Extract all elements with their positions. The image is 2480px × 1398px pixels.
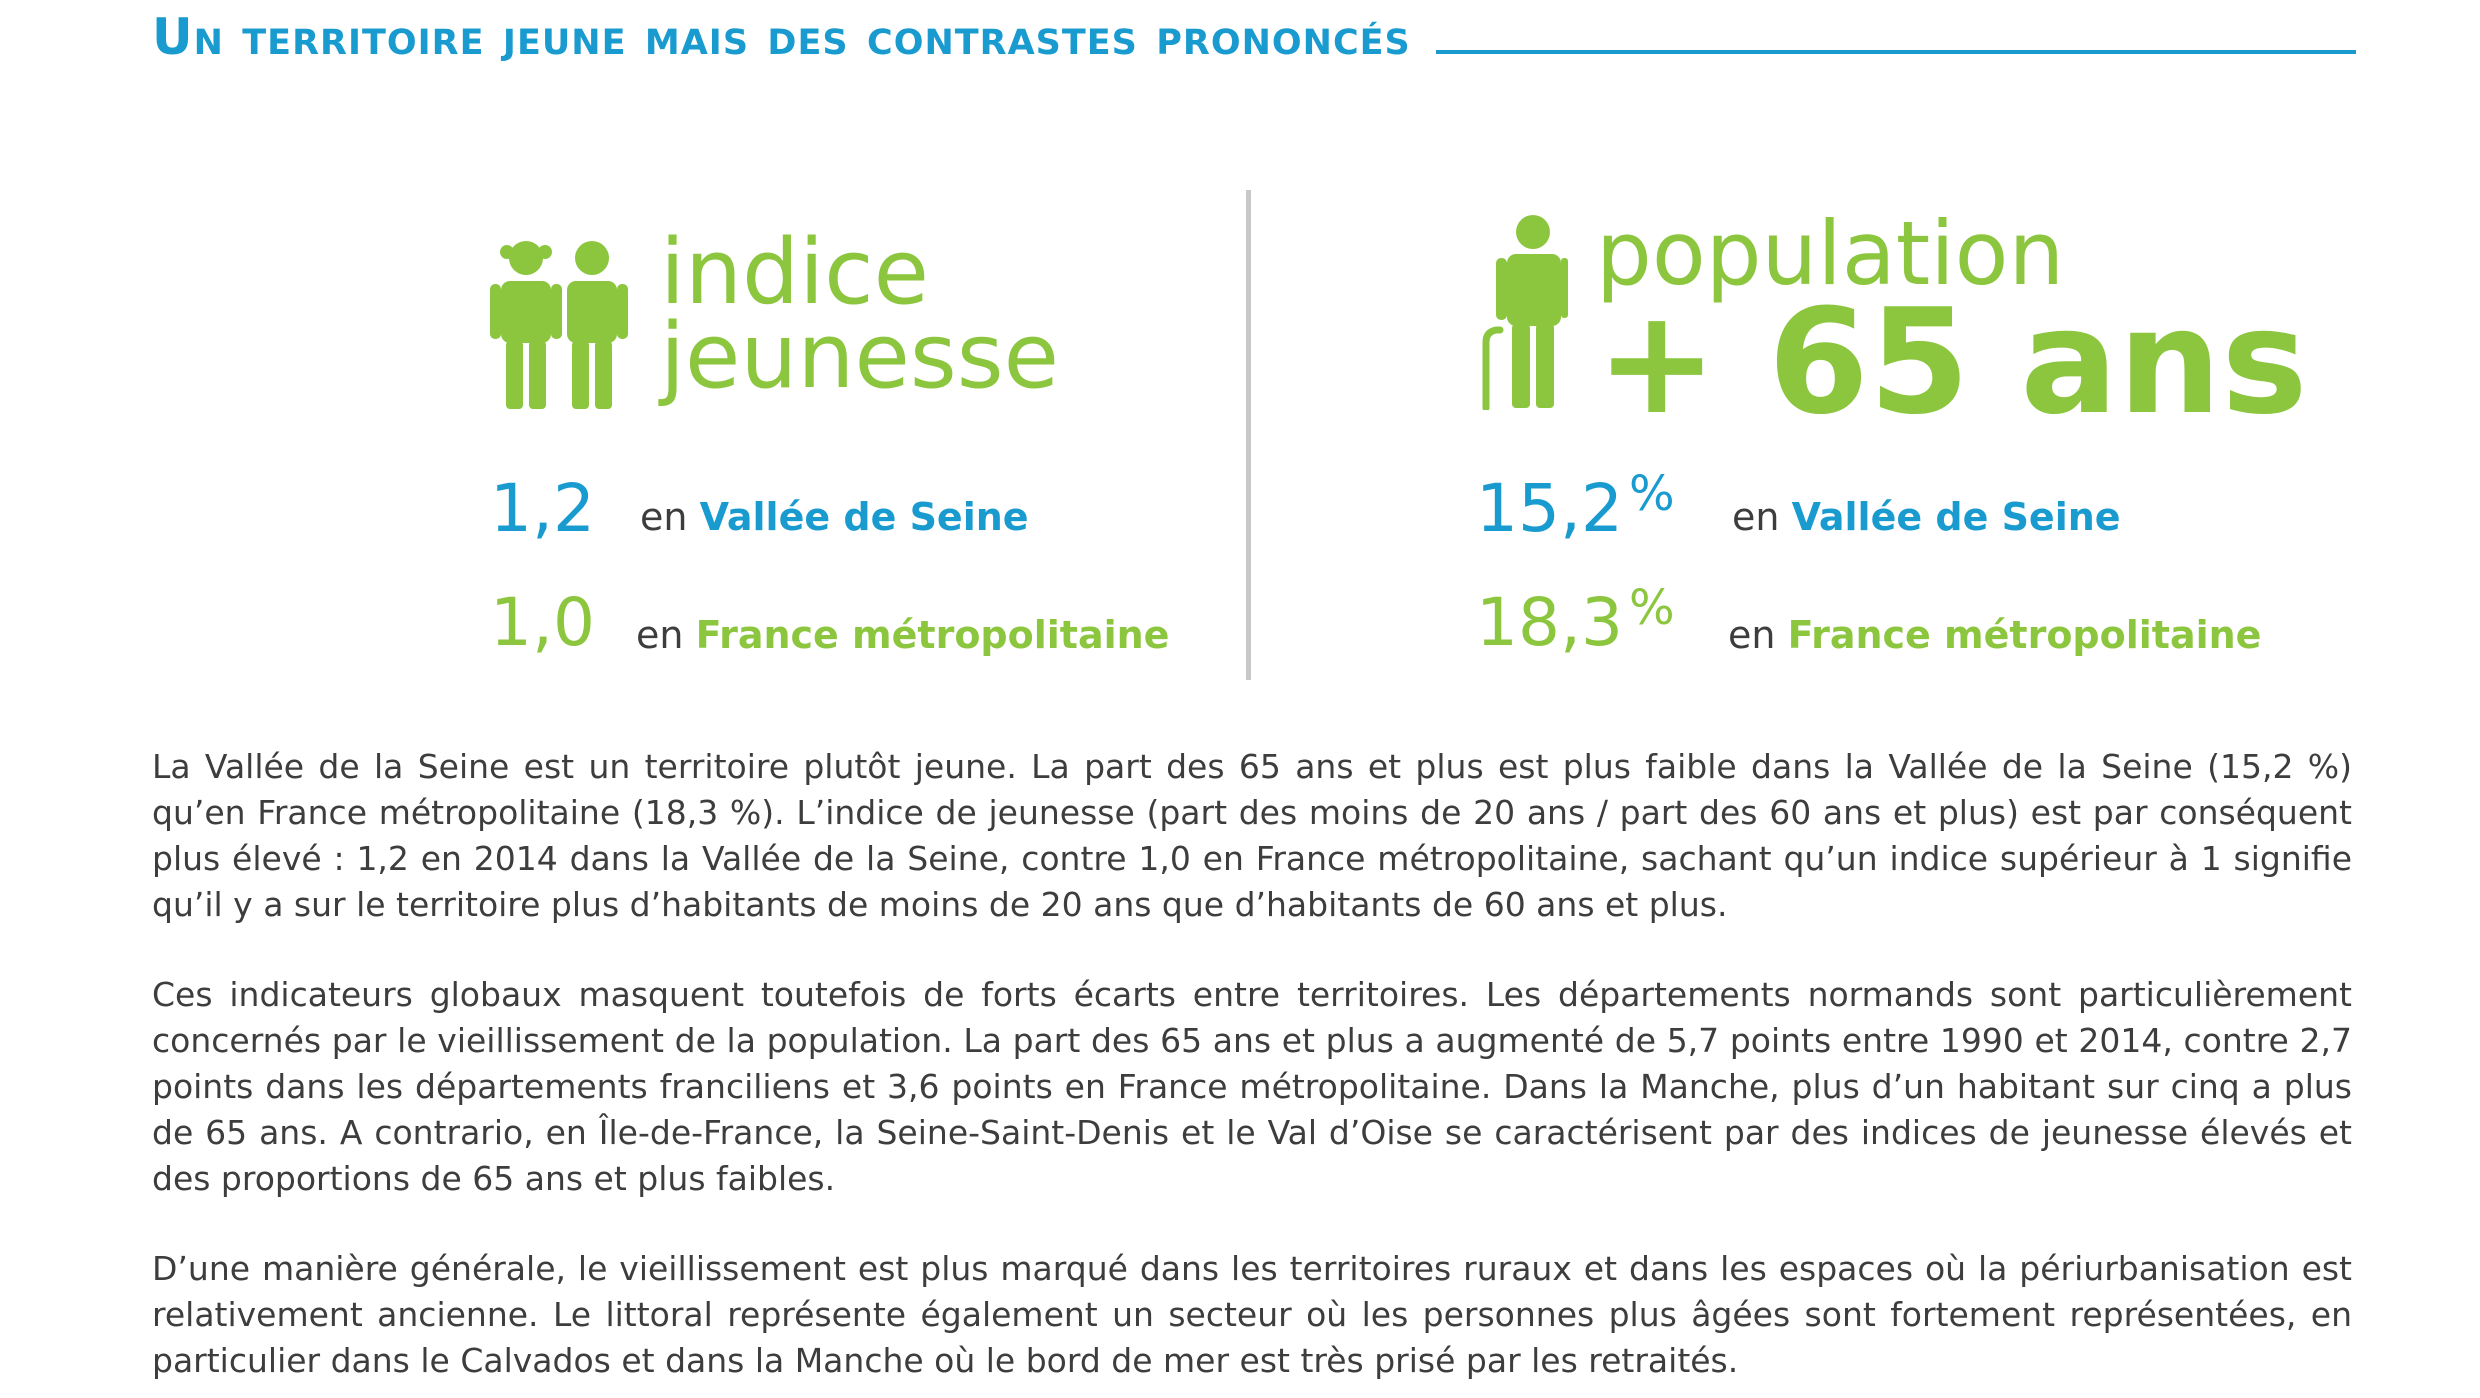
location-name: Vallée de Seine [699,495,1029,539]
location-prefix: en [640,495,688,539]
population-label-line2: + 65 ans [1596,278,2308,447]
location-name: France métropolitaine [1787,613,2262,657]
youth-index-location-france: en France métropolitaine [636,616,1169,654]
population-value-france: 18,3% [1476,584,1675,656]
location-prefix: en [1728,613,1776,657]
panel-divider [1246,190,1251,680]
location-prefix: en [636,613,684,657]
youth-index-value-france: 1,0 [490,584,595,661]
youth-index-location-vallee: en Vallée de Seine [640,498,1029,536]
youth-index-label-line2: jeunesse [660,304,1059,409]
youth-index-value-vallee: 1,2 [490,470,595,547]
value-number: 15,2 [1476,470,1623,547]
paragraph-2: Ces indicateurs globaux masquent toutefo… [152,975,2352,1198]
title-rule [1436,50,2356,54]
location-name: France métropolitaine [695,613,1170,657]
percent-unit: % [1628,466,1675,522]
population-location-france: en France métropolitaine [1728,616,2261,654]
value-number: 18,3 [1476,584,1623,661]
population-value-vallee: 15,2% [1476,470,1675,542]
section-title: Un territoire jeune mais des contrastes … [152,8,1411,66]
percent-unit: % [1628,580,1675,636]
population-location-vallee: en Vallée de Seine [1732,498,2121,536]
children-icon [488,236,630,412]
population-label-line1: population [1596,202,2065,305]
paragraph-1: La Vallée de la Seine est un territoire … [152,747,2352,924]
paragraph-3: D’une manière générale, le vieillissemen… [152,1249,2352,1380]
location-prefix: en [1732,495,1780,539]
youth-index-label-line1: indice [660,220,930,325]
location-name: Vallée de Seine [1791,495,2121,539]
elderly-person-with-cane-icon [1478,214,1568,412]
